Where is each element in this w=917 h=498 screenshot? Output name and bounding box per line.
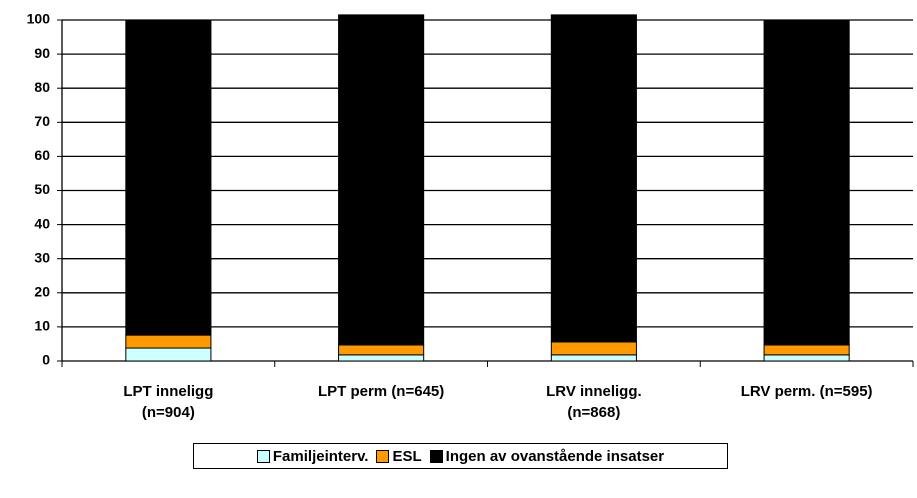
bar-segment (763, 354, 850, 362)
x-tick-label: LPT perm (n=645) (317, 383, 445, 400)
bar-segment (338, 344, 425, 356)
legend: Familjeinterv. ESL Ingen av ovanstående in… (193, 443, 728, 469)
bar-segment (338, 354, 425, 362)
y-tick-label: 100 (27, 11, 51, 27)
x-tick-label: LRV perm. (n=595) (740, 383, 873, 400)
bar-segment (550, 341, 637, 356)
bar-segment (763, 344, 850, 356)
legend-swatch (376, 449, 390, 463)
y-tick-label: 90 (34, 45, 50, 61)
legend-swatch (429, 449, 443, 463)
bar-segment (550, 354, 637, 362)
y-tick-label: 50 (34, 181, 50, 197)
legend-item: Familjeinterv. (256, 447, 369, 465)
legend-item: ESL (376, 447, 422, 465)
legend-item: Ingen av ovanstående insatser (429, 447, 665, 465)
y-tick-label: 80 (34, 79, 50, 95)
y-tick-label: 10 (34, 318, 50, 334)
bar-segment (125, 334, 212, 349)
bar-segment (125, 19, 212, 336)
bar-segment (125, 347, 212, 362)
legend-label: Ingen av ovanstående insatser (445, 447, 665, 465)
y-tick-label: 70 (34, 113, 50, 129)
x-tick-label: LRV inneligg. (n=868) (546, 383, 642, 421)
legend-label: ESL (392, 447, 422, 465)
y-tick-label: 40 (34, 215, 50, 231)
x-tick-label: LPT inneligg (n=904) (123, 383, 214, 421)
bar-segment (763, 19, 850, 346)
y-tick-label: 20 (34, 284, 50, 300)
y-tick-label: 0 (42, 352, 50, 368)
legend-swatch (256, 449, 270, 463)
bar-segment (338, 14, 425, 346)
y-tick-label: 30 (34, 249, 50, 265)
legend-label: Familjeinterv. (272, 447, 369, 465)
plot: 0 10 20 30 40 50 60 70 80 90 100 (27, 11, 914, 368)
y-tick-label: 60 (34, 147, 50, 163)
bar-segment (550, 14, 637, 343)
